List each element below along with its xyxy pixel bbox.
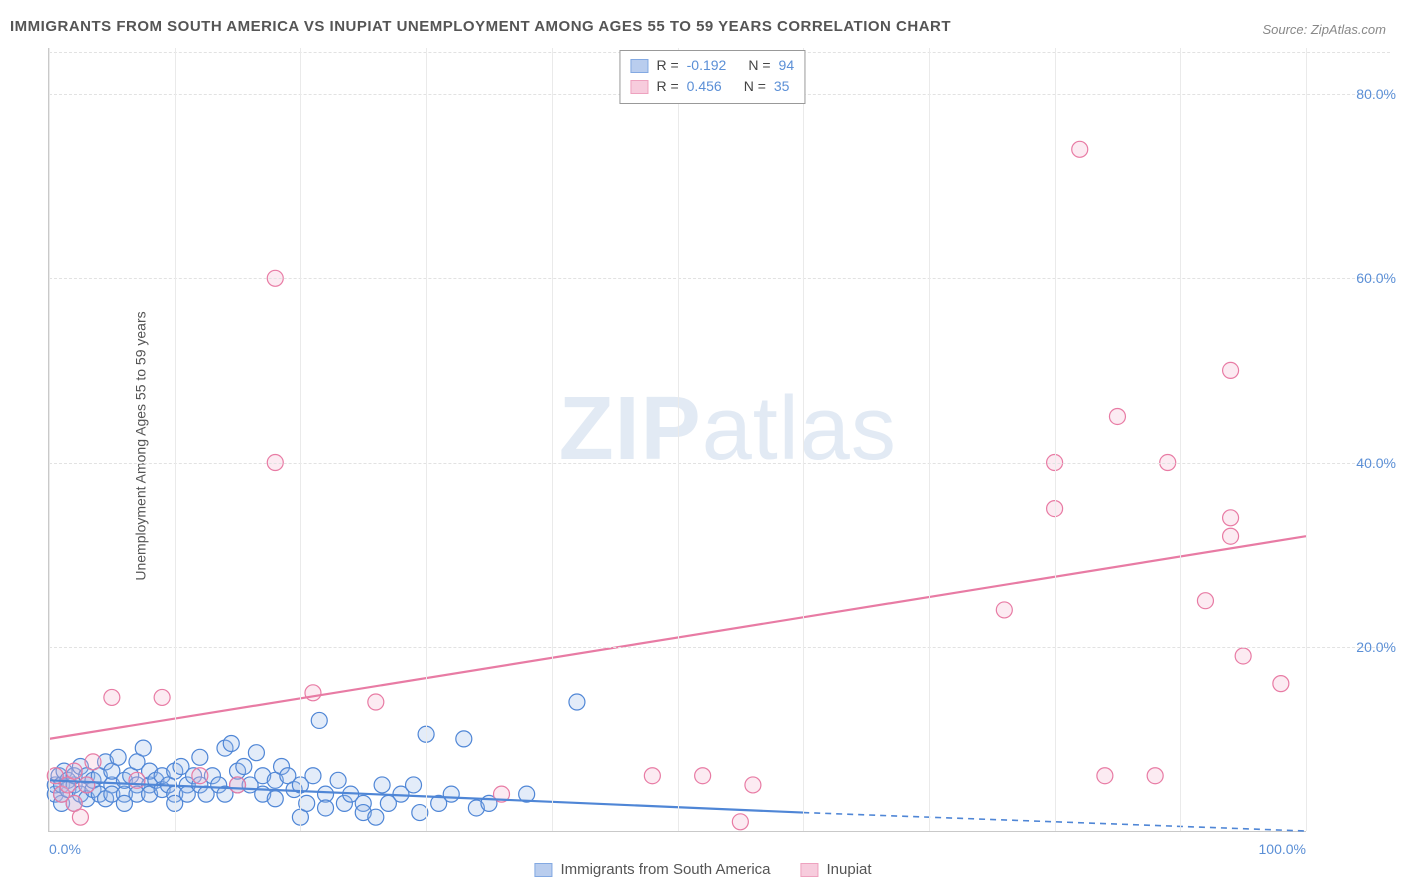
source-link[interactable]: ZipAtlas.com <box>1311 22 1386 37</box>
gridline-v <box>426 48 427 831</box>
data-point <box>732 814 748 830</box>
legend-swatch <box>534 863 552 877</box>
legend-item: Immigrants from South America <box>534 861 770 878</box>
data-point <box>1072 141 1088 157</box>
legend-swatch <box>630 59 648 73</box>
data-point <box>1223 362 1239 378</box>
correlation-legend: R = -0.192N = 94R = 0.456N = 35 <box>619 50 805 104</box>
data-point <box>374 777 390 793</box>
data-point <box>406 777 422 793</box>
y-tick-label: 40.0% <box>1316 455 1396 471</box>
x-tick-label: 0.0% <box>49 841 81 857</box>
gridline-v <box>1180 48 1181 831</box>
data-point <box>129 772 145 788</box>
data-point <box>1197 593 1213 609</box>
x-tick-label: 100.0% <box>1259 841 1306 857</box>
legend-label: Immigrants from South America <box>560 861 770 878</box>
y-tick-label: 80.0% <box>1316 86 1396 102</box>
data-point <box>368 694 384 710</box>
data-point <box>1097 768 1113 784</box>
data-point <box>267 791 283 807</box>
data-point <box>230 777 246 793</box>
data-point <box>72 809 88 825</box>
gridline-v <box>1055 48 1056 831</box>
chart-source: Source: ZipAtlas.com <box>1262 22 1386 37</box>
data-point <box>644 768 660 784</box>
data-point <box>569 694 585 710</box>
gridline-v <box>803 48 804 831</box>
data-point <box>79 777 95 793</box>
data-point <box>223 735 239 751</box>
legend-row: R = 0.456N = 35 <box>630 76 794 97</box>
legend-swatch <box>630 80 648 94</box>
data-point <box>154 689 170 705</box>
data-point <box>311 712 327 728</box>
data-point <box>1273 676 1289 692</box>
legend-label: Inupiat <box>827 861 872 878</box>
gridline-v <box>1306 48 1307 831</box>
data-point <box>85 754 101 770</box>
data-point <box>745 777 761 793</box>
data-point <box>330 772 346 788</box>
y-tick-label: 20.0% <box>1316 639 1396 655</box>
gridline-v <box>300 48 301 831</box>
chart-title: IMMIGRANTS FROM SOUTH AMERICA VS INUPIAT… <box>10 18 951 35</box>
legend-row: R = -0.192N = 94 <box>630 55 794 76</box>
plot-area: ZIPatlas 20.0%40.0%60.0%80.0%0.0%100.0% <box>48 48 1306 832</box>
data-point <box>996 602 1012 618</box>
data-point <box>248 745 264 761</box>
data-point <box>104 689 120 705</box>
data-point <box>192 768 208 784</box>
y-tick-label: 60.0% <box>1316 270 1396 286</box>
data-point <box>1147 768 1163 784</box>
gridline-h <box>49 647 1390 648</box>
chart-container: IMMIGRANTS FROM SOUTH AMERICA VS INUPIAT… <box>0 0 1406 892</box>
gridline-v <box>49 48 50 831</box>
data-point <box>1109 408 1125 424</box>
data-point <box>135 740 151 756</box>
legend-swatch <box>801 863 819 877</box>
data-point <box>456 731 472 747</box>
data-point <box>318 800 334 816</box>
data-point <box>305 768 321 784</box>
data-point <box>695 768 711 784</box>
gridline-h <box>49 278 1390 279</box>
data-point <box>368 809 384 825</box>
data-point <box>1223 528 1239 544</box>
gridline-v <box>552 48 553 831</box>
legend-item: Inupiat <box>801 861 872 878</box>
data-point <box>1223 510 1239 526</box>
data-point <box>192 749 208 765</box>
data-point <box>305 685 321 701</box>
gridline-h <box>49 463 1390 464</box>
series-legend: Immigrants from South America Inupiat <box>534 861 871 878</box>
data-point <box>1235 648 1251 664</box>
data-point <box>443 786 459 802</box>
gridline-v <box>929 48 930 831</box>
data-point <box>236 759 252 775</box>
data-point <box>66 763 82 779</box>
data-point <box>110 749 126 765</box>
gridline-v <box>175 48 176 831</box>
gridline-v <box>678 48 679 831</box>
